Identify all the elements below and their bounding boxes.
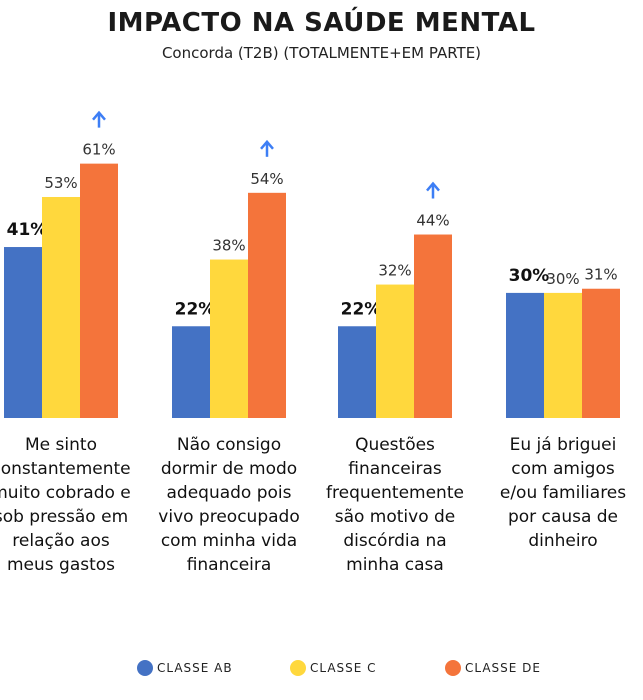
bar-classe-de-cat-2 bbox=[248, 192, 286, 418]
up-arrow-icon bbox=[260, 139, 274, 157]
bar-classe-c-cat-4 bbox=[544, 292, 582, 418]
data-label-classe-ab-cat-3: 22% bbox=[341, 299, 382, 319]
bar-classe-ab-cat-2 bbox=[172, 326, 210, 418]
legend-item-classe-de: CLASSE DE bbox=[445, 660, 541, 676]
category-label-4: Eu já briguei com amigos e/ou familiares… bbox=[499, 435, 627, 551]
legend-item-classe-ab: CLASSE AB bbox=[137, 660, 233, 676]
bar-classe-c-cat-3 bbox=[376, 284, 414, 418]
category-label-1: Me sinto constantemente muito cobrado e … bbox=[0, 435, 131, 575]
data-label-classe-c-cat-2: 38% bbox=[212, 237, 245, 255]
data-label-classe-ab-cat-2: 22% bbox=[175, 299, 216, 319]
data-label-classe-c-cat-1: 53% bbox=[44, 174, 77, 192]
category-label-3: Questões financeiras frequentemente são … bbox=[326, 435, 464, 575]
bar-classe-de-cat-3 bbox=[414, 234, 452, 418]
bar-classe-ab-cat-3 bbox=[338, 326, 376, 418]
data-label-classe-ab-cat-1: 41% bbox=[7, 220, 48, 240]
bar-classe-de-cat-1 bbox=[80, 163, 118, 418]
bar-classe-ab-cat-4 bbox=[506, 292, 544, 418]
data-label-classe-de-cat-1: 61% bbox=[82, 141, 115, 159]
legend-label-classe-ab: CLASSE AB bbox=[157, 661, 233, 675]
data-label-classe-de-cat-3: 44% bbox=[416, 212, 449, 230]
legend: CLASSE AB CLASSE C CLASSE DE bbox=[0, 660, 643, 684]
data-label-classe-c-cat-3: 32% bbox=[378, 262, 411, 280]
legend-swatch-classe-ab bbox=[137, 660, 153, 676]
chart-subtitle: Concorda (T2B) (TOTALMENTE+EM PARTE) bbox=[161, 44, 482, 62]
bar-classe-c-cat-1 bbox=[42, 196, 80, 418]
legend-label-classe-de: CLASSE DE bbox=[465, 661, 542, 675]
data-label-classe-ab-cat-4: 30% bbox=[509, 266, 550, 286]
bar-classe-de-cat-4 bbox=[582, 288, 620, 418]
data-label-classe-c-cat-4: 30% bbox=[546, 270, 579, 288]
data-label-classe-de-cat-4: 31% bbox=[584, 266, 617, 284]
bar-chart: 41% 53% 61% 22% 38% 54% 22% 32% 44% 30%30% 31% bbox=[4, 110, 620, 418]
legend-swatch-classe-c bbox=[290, 660, 306, 676]
category-label-2: Não consigo dormir de modo adequado pois… bbox=[158, 435, 300, 575]
legend-label-classe-c: CLASSE C bbox=[310, 661, 377, 675]
up-arrow-icon bbox=[426, 181, 440, 199]
legend-item-classe-c: CLASSE C bbox=[290, 660, 377, 676]
data-label-classe-de-cat-2: 54% bbox=[250, 170, 283, 188]
up-arrow-icon bbox=[92, 110, 106, 128]
legend-swatch-classe-de bbox=[445, 660, 461, 676]
bar-classe-c-cat-2 bbox=[210, 259, 248, 418]
chart-title: IMPACTO NA SAÚDE MENTAL bbox=[107, 8, 536, 38]
bar-classe-ab-cat-1 bbox=[4, 247, 42, 418]
